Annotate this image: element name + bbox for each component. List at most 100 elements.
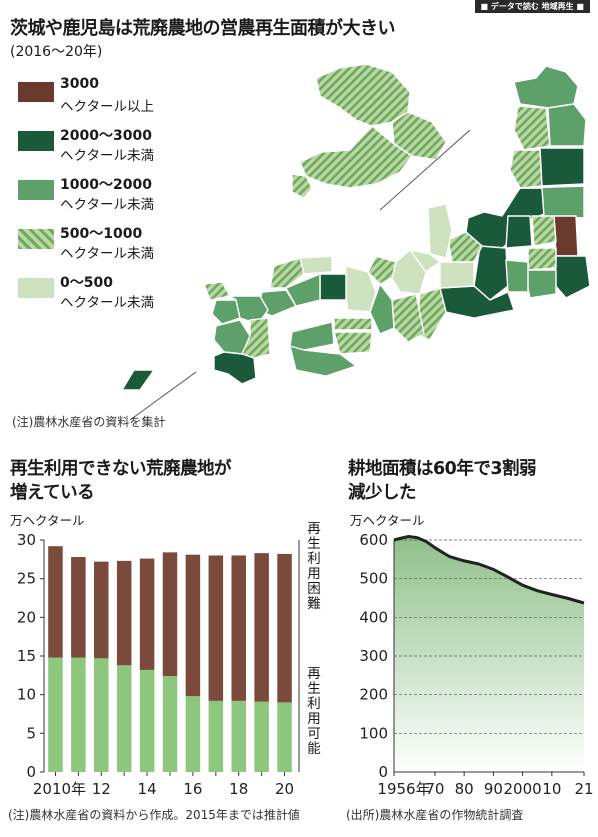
pref-hokkaido-north xyxy=(315,63,411,127)
legend-item: 0〜500 ヘクタール未満 xyxy=(18,272,218,316)
pref-akita xyxy=(513,105,551,151)
bar-segment-difficult xyxy=(185,554,201,697)
bar-chart-title-line: 増えている xyxy=(10,483,95,503)
legend-unit: ヘクタール未満 xyxy=(60,295,154,311)
line-x-tick-label: 10 xyxy=(542,780,561,798)
pref-ehime xyxy=(289,321,335,351)
legend-range: 500〜1000 xyxy=(60,226,143,242)
line-y-tick-label: 0 xyxy=(378,763,388,781)
bar-chart-unit: 万ヘクタール xyxy=(10,513,85,528)
bar-x-tick-label: 14 xyxy=(138,780,157,798)
bar-segment-difficult xyxy=(94,561,109,659)
bar-segment-possible xyxy=(139,669,155,772)
legend-range: 0〜500 xyxy=(60,275,113,291)
bar-segment-difficult xyxy=(254,553,269,702)
bar-x-tick-label: 18 xyxy=(229,780,248,798)
line-chart-note: (出所)農林水産省の作物統計調査 xyxy=(346,808,524,822)
bar-x-tick-label: 2010年 xyxy=(33,780,86,798)
bar-x-tick-label: 16 xyxy=(183,780,202,798)
bar-y-tick-label: 15 xyxy=(17,647,36,665)
bar-y-tick-label: 5 xyxy=(26,724,36,742)
bar-segment-difficult xyxy=(116,560,132,666)
legend-unit: ヘクタール未満 xyxy=(60,148,154,164)
pref-miyagi xyxy=(539,147,585,187)
pref-iwate xyxy=(547,103,587,147)
pref-kagoshima xyxy=(213,351,257,385)
line-x-tick-label: 70 xyxy=(425,780,444,798)
pref-tochigi xyxy=(505,215,533,249)
legend-item: 1000〜2000 ヘクタール未満 xyxy=(18,174,218,218)
pref-kochi xyxy=(289,345,357,377)
pref-aomori xyxy=(513,65,579,109)
pref-saitama xyxy=(527,247,557,271)
pref-hokkaido-cape xyxy=(291,173,313,199)
bar-segment-difficult xyxy=(139,558,155,670)
pref-nagano xyxy=(473,245,509,301)
line-x-tick-label: 21 xyxy=(574,780,593,798)
line-y-tick-label: 200 xyxy=(359,686,388,704)
bar-chart-title: 再生利用できない荒廃農地が 増えている xyxy=(10,457,232,505)
line-y-tick-label: 400 xyxy=(359,608,388,626)
bar-segment-possible xyxy=(277,702,292,772)
pref-fukuoka xyxy=(203,281,231,301)
bar-segment-difficult xyxy=(162,552,178,677)
legend-item: 2000〜3000 ヘクタール未満 xyxy=(18,125,218,169)
legend-range: 1000〜2000 xyxy=(60,177,152,193)
bar-segment-possible xyxy=(71,657,86,772)
area-fill xyxy=(394,536,584,772)
map-title: 茨城や鹿児島は荒廃農地の営農再生面積が大きい xyxy=(10,18,396,39)
line-chart-title-line: 耕地面積は60年で3割弱 xyxy=(348,459,537,479)
bar-segment-possible xyxy=(231,700,246,772)
bar-segment-possible xyxy=(208,700,224,772)
legend-range: 3000 xyxy=(60,76,99,92)
bar-segment-possible xyxy=(162,676,178,772)
line-y-tick-label: 600 xyxy=(359,531,388,549)
bar-y-tick-label: 10 xyxy=(17,686,36,704)
line-y-tick-label: 500 xyxy=(359,570,388,588)
bar-y-tick-label: 20 xyxy=(17,608,36,626)
bar-segment-difficult xyxy=(231,555,246,701)
bar-chart-note: (注)農林水産省の資料から作成。2015年までは推計値 xyxy=(8,808,300,822)
legend-unit: ヘクタール以上 xyxy=(60,99,154,115)
series-label-difficult: 再生利用困難 xyxy=(307,521,321,612)
series-line xyxy=(393,535,585,605)
pref-yamanashi xyxy=(505,259,529,293)
series-label-possible: 再生利用可能 xyxy=(307,666,321,757)
bar-segment-difficult xyxy=(277,553,292,703)
legend-swatch xyxy=(18,180,54,200)
legend-item: 3000 ヘクタール以上 xyxy=(18,76,218,120)
line-chart-unit: 万ヘクタール xyxy=(350,513,425,528)
legend-swatch xyxy=(18,82,54,102)
line-x-tick-label: 2000 xyxy=(504,780,542,798)
legend-item: 500〜1000 ヘクタール未満 xyxy=(18,223,218,267)
line-x-tick-label: 80 xyxy=(455,780,474,798)
bar-segment-possible xyxy=(185,696,201,772)
bar-segment-possible xyxy=(254,701,269,772)
pref-hokkaido-south xyxy=(299,125,413,189)
line-y-tick-label: 300 xyxy=(359,647,388,665)
legend-swatch xyxy=(18,131,54,151)
bar-segment-possible xyxy=(94,658,109,772)
pref-saga-nagasaki xyxy=(211,299,241,325)
line-x-tick-label: 90 xyxy=(484,780,503,798)
pref-chiba xyxy=(553,255,591,299)
pref-gifu xyxy=(439,261,475,289)
bar-chart-title-line: 再生利用できない荒廃農地が xyxy=(10,459,232,479)
pref-gunma xyxy=(531,215,557,247)
pref-toyama xyxy=(447,231,483,263)
bar-y-tick-label: 30 xyxy=(17,531,36,549)
top-banner: ■ データで読む 地域再生 ■ xyxy=(0,0,598,13)
legend-swatch xyxy=(18,229,54,249)
bar-y-tick-label: 0 xyxy=(26,763,36,781)
line-x-tick-label: 1956年 xyxy=(377,780,430,798)
legend-unit: ヘクタール未満 xyxy=(60,197,154,213)
hokkaido-inset-line xyxy=(379,129,471,211)
pref-tokyo-kanagawa xyxy=(523,269,557,299)
legend-range: 2000〜3000 xyxy=(60,128,152,144)
line-y-tick-label: 100 xyxy=(359,724,388,742)
map-subtitle: (2016〜20年) xyxy=(10,44,103,60)
bar-segment-difficult xyxy=(71,557,86,658)
bar-segment-difficult xyxy=(48,546,63,658)
okinawa-inset-line xyxy=(129,371,197,421)
